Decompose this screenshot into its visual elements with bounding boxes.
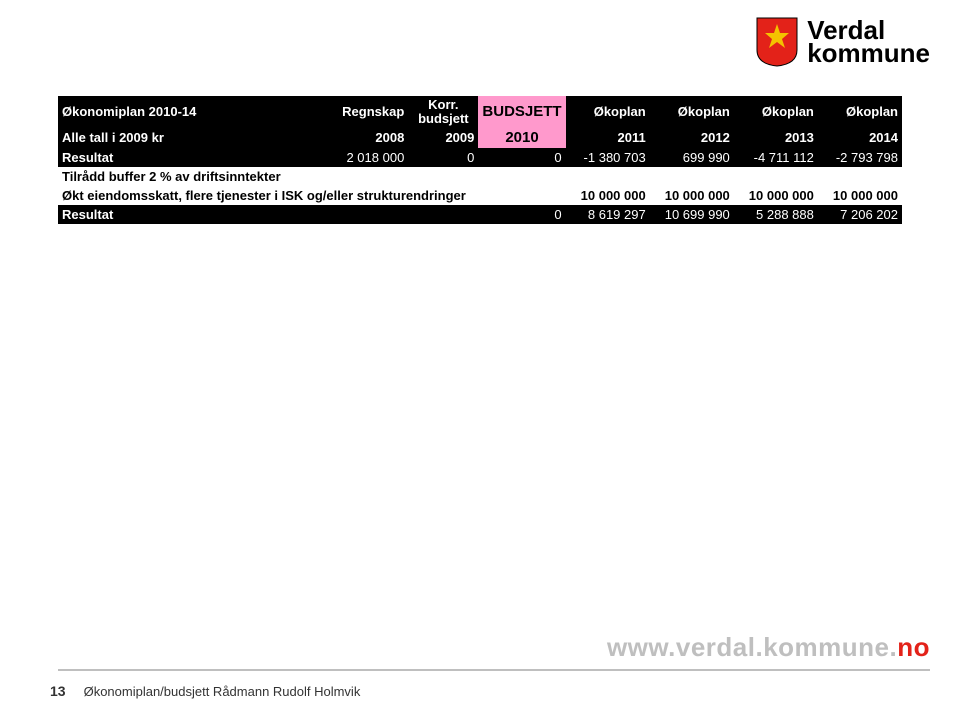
cell-label: Resultat (58, 148, 328, 167)
cell: 10 699 990 (650, 205, 734, 224)
table-header-row-2: Alle tall i 2009 kr 2008 2009 2010 2011 … (58, 127, 902, 148)
cell: 0 (478, 148, 565, 167)
logo-line2: kommune (807, 42, 930, 65)
shield-icon (755, 16, 799, 68)
hdr-col2: Korr. budsjett (408, 96, 478, 127)
hdr2-col3: 2010 (478, 127, 565, 148)
hdr2-col7: 2014 (818, 127, 902, 148)
cell: 699 990 (650, 148, 734, 167)
cell (478, 186, 565, 205)
logo-text: Verdal kommune (807, 19, 930, 66)
hdr2-col5: 2012 (650, 127, 734, 148)
hdr2-col4: 2011 (566, 127, 650, 148)
hdr2-col1: 2008 (328, 127, 408, 148)
hdr2-col6: 2013 (734, 127, 818, 148)
row-resultat-1: Resultat 2 018 000 0 0 -1 380 703 699 99… (58, 148, 902, 167)
cell (328, 205, 408, 224)
cell-label: Tilrådd buffer 2 % av driftsinntekter (58, 167, 902, 186)
cell: 0 (408, 148, 478, 167)
cell: 8 619 297 (566, 205, 650, 224)
page-caption: Økonomiplan/budsjett Rådmann Rudolf Holm… (84, 684, 361, 699)
cell: 10 000 000 (734, 186, 818, 205)
hdr-col6: Økoplan (734, 96, 818, 127)
page-footer: 13 Økonomiplan/budsjett Rådmann Rudolf H… (50, 683, 360, 699)
hdr2-col0: Alle tall i 2009 kr (58, 127, 328, 148)
footer-url-accent: no (897, 632, 930, 662)
cell: 2 018 000 (328, 148, 408, 167)
cell: -1 380 703 (566, 148, 650, 167)
hdr-col1: Regnskap (328, 96, 408, 127)
row-struktur: Økt eiendomsskatt, flere tjenester i ISK… (58, 186, 902, 205)
hdr2-col2: 2009 (408, 127, 478, 148)
hdr-col5: Økoplan (650, 96, 734, 127)
budget-table: Økonomiplan 2010-14 Regnskap Korr. budsj… (58, 96, 902, 224)
cell: 0 (478, 205, 565, 224)
cell: 10 000 000 (650, 186, 734, 205)
logo: Verdal kommune (755, 16, 930, 68)
hdr-col7: Økoplan (818, 96, 902, 127)
row-resultat-2: Resultat 0 8 619 297 10 699 990 5 288 88… (58, 205, 902, 224)
cell-label: Økt eiendomsskatt, flere tjenester i ISK… (58, 186, 478, 205)
footer-url-plain: www.verdal.kommune. (607, 632, 897, 662)
hdr-col3: BUDSJETT (478, 96, 565, 127)
cell: -4 711 112 (734, 148, 818, 167)
cell: 10 000 000 (566, 186, 650, 205)
footer-url: www.verdal.kommune.no (607, 632, 930, 663)
footer-divider (58, 669, 930, 671)
row-buffer: Tilrådd buffer 2 % av driftsinntekter (58, 167, 902, 186)
cell: 5 288 888 (734, 205, 818, 224)
hdr-col4: Økoplan (566, 96, 650, 127)
cell: -2 793 798 (818, 148, 902, 167)
cell (408, 205, 478, 224)
table-header-row-1: Økonomiplan 2010-14 Regnskap Korr. budsj… (58, 96, 902, 127)
cell-label: Resultat (58, 205, 328, 224)
cell: 10 000 000 (818, 186, 902, 205)
cell: 7 206 202 (818, 205, 902, 224)
page-number: 13 (50, 683, 66, 699)
hdr-col0: Økonomiplan 2010-14 (58, 96, 328, 127)
